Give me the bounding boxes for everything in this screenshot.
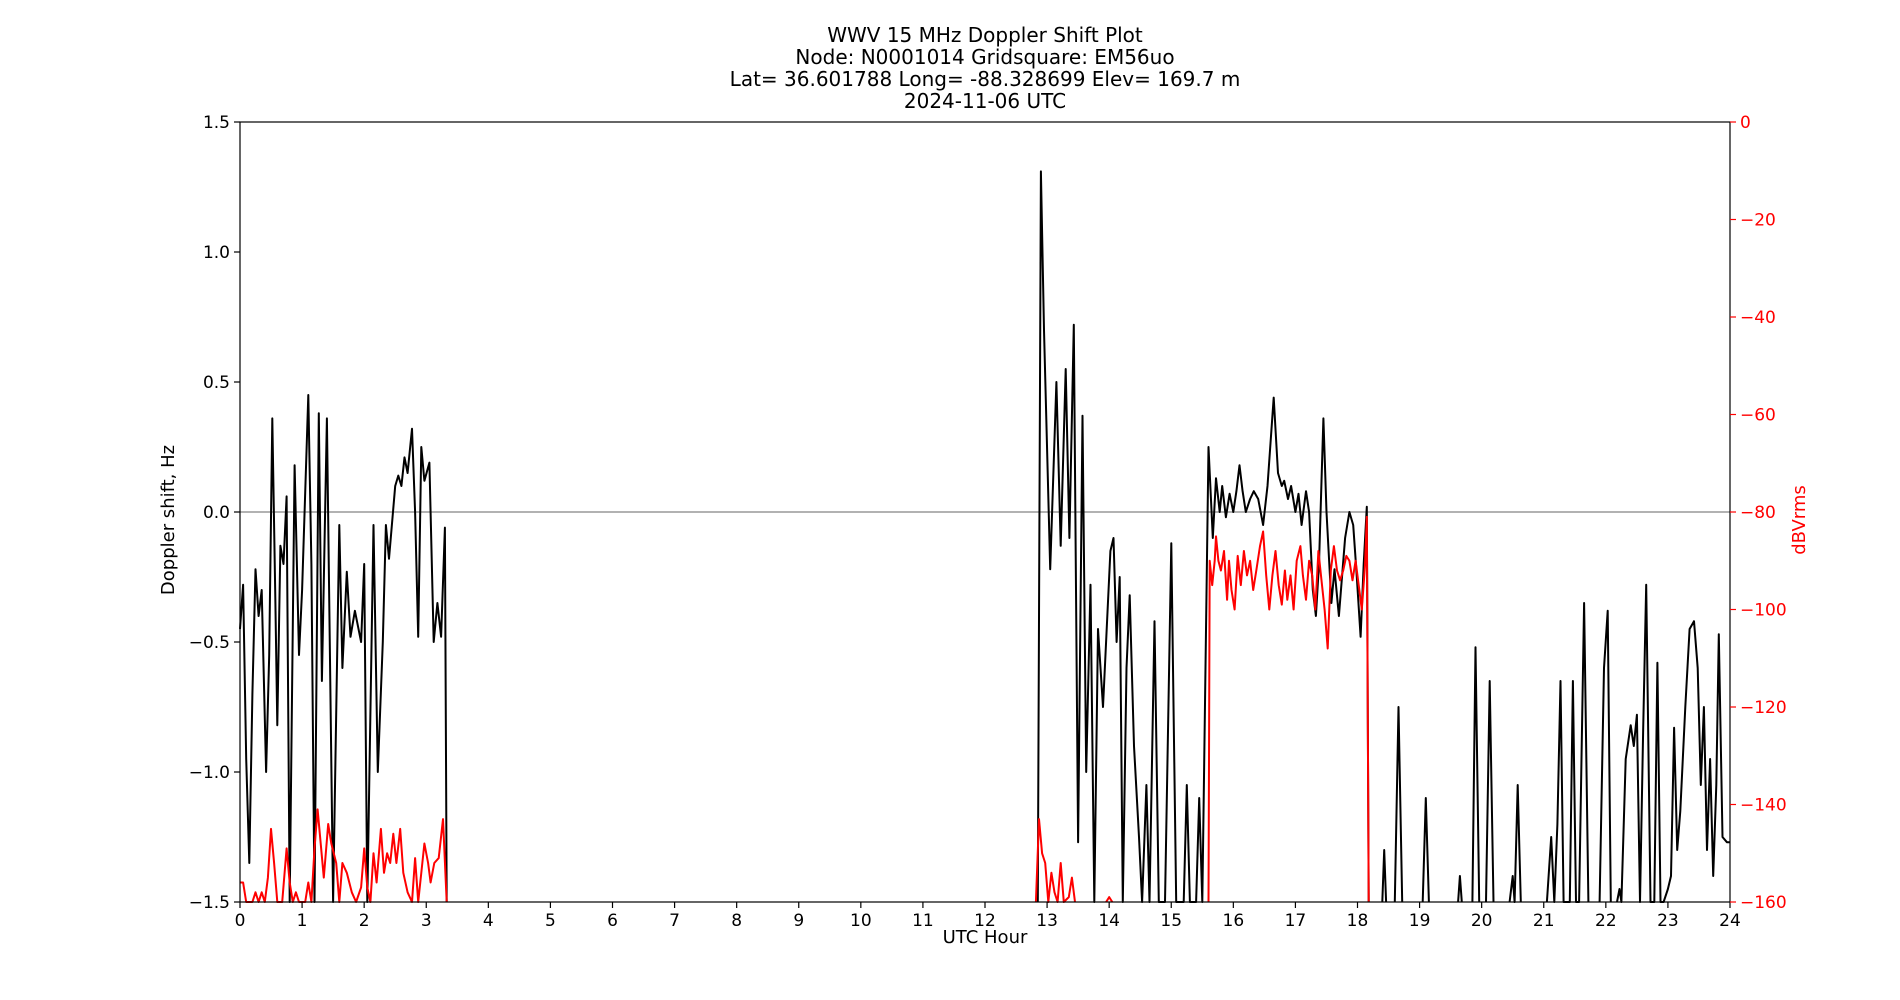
x-tick-label: 9 [793, 911, 804, 931]
plot-series-group [239, 170, 1730, 903]
power-series-line-1 [1034, 818, 1076, 903]
x-tick-label: 6 [607, 911, 618, 931]
x-tick-label: 21 [1533, 911, 1555, 931]
x-tick-label: 13 [1036, 911, 1058, 931]
y-tick-label: −1.5 [189, 893, 230, 913]
y2-tick-label: −40 [1740, 308, 1776, 328]
y2-tick-label: −80 [1740, 503, 1776, 523]
title-line-2: Node: N0001014 Gridsquare: EM56uo [795, 45, 1174, 69]
axes-group: 0 1 2 3 4 5 6 7 8 9 10 11 12 13 14 15 16 17 18 19 20 21 22 23 24… [189, 113, 1787, 931]
y2-tick-label: −160 [1740, 893, 1787, 913]
x-tick-label: 23 [1657, 911, 1679, 931]
title-line-4: 2024-11-06 UTC [904, 89, 1066, 113]
x-tick-label: 16 [1223, 911, 1245, 931]
y-tick-label: −0.5 [189, 633, 230, 653]
doppler-series-line-11 [1616, 583, 1730, 903]
y2-tick-label: −20 [1740, 211, 1776, 231]
y2-axis-label: dBVrms [1789, 485, 1810, 555]
x-tick-label: 1 [297, 911, 308, 931]
power-series-line-3 [1207, 515, 1370, 903]
x-tick-label: 14 [1098, 911, 1120, 931]
x-tick-label: 10 [850, 911, 872, 931]
doppler-series-line-7 [1485, 680, 1495, 903]
x-tick-label: 19 [1409, 911, 1431, 931]
x-tick-label: 20 [1471, 911, 1493, 931]
y-tick-label: 1.5 [203, 113, 230, 133]
y2-tick-label: −100 [1740, 601, 1787, 621]
x-tick-label: 7 [669, 911, 680, 931]
doppler-series-line-9 [1545, 602, 1590, 903]
doppler-series-line-8 [1508, 784, 1522, 903]
title-line-3: Lat= 36.601788 Long= -88.328699 Elev= 16… [730, 67, 1241, 91]
title-line-1: WWV 15 MHz Doppler Shift Plot [827, 23, 1143, 47]
x-tick-label: 2 [359, 911, 370, 931]
doppler-series-line-3 [1393, 706, 1404, 903]
y-tick-label: 0.0 [203, 503, 230, 523]
x-tick-label: 22 [1595, 911, 1617, 931]
power-series-line-2 [1105, 896, 1114, 903]
x-axis-label: UTC Hour [943, 927, 1028, 948]
x-tick-label: 17 [1285, 911, 1307, 931]
x-tick-label: 24 [1719, 911, 1741, 931]
doppler-series-line-5 [1457, 875, 1463, 903]
doppler-series-line-10 [1598, 609, 1612, 903]
x-tick-label: 0 [235, 911, 246, 931]
y2-tick-label: −140 [1740, 796, 1787, 816]
x-tick-label: 3 [421, 911, 432, 931]
x-tick-label: 4 [483, 911, 494, 931]
doppler-series-line-2 [1381, 849, 1388, 903]
power-series-line-0 [240, 808, 448, 903]
doppler-series-line-0 [239, 394, 448, 903]
y-tick-label: −1.0 [189, 763, 230, 783]
x-tick-label: 8 [731, 911, 742, 931]
x-tick-label: 12 [974, 911, 996, 931]
x-tick-label: 11 [912, 911, 934, 931]
y-tick-label: 1.0 [203, 243, 230, 263]
x-tick-label: 15 [1160, 911, 1182, 931]
doppler-series-line-1 [1036, 170, 1370, 903]
y-tick-label: 0.5 [203, 373, 230, 393]
doppler-series-line-6 [1471, 646, 1481, 903]
y2-tick-label: −120 [1740, 698, 1787, 718]
y2-tick-label: −60 [1740, 406, 1776, 426]
y-axis-label: Doppler shift, Hz [158, 445, 179, 595]
chart-title: WWV 15 MHz Doppler Shift Plot Node: N000… [730, 23, 1241, 113]
x-tick-label: 18 [1347, 911, 1369, 931]
doppler-series-line-4 [1421, 797, 1430, 903]
y2-tick-label: 0 [1740, 113, 1751, 133]
x-tick-label: 5 [545, 911, 556, 931]
